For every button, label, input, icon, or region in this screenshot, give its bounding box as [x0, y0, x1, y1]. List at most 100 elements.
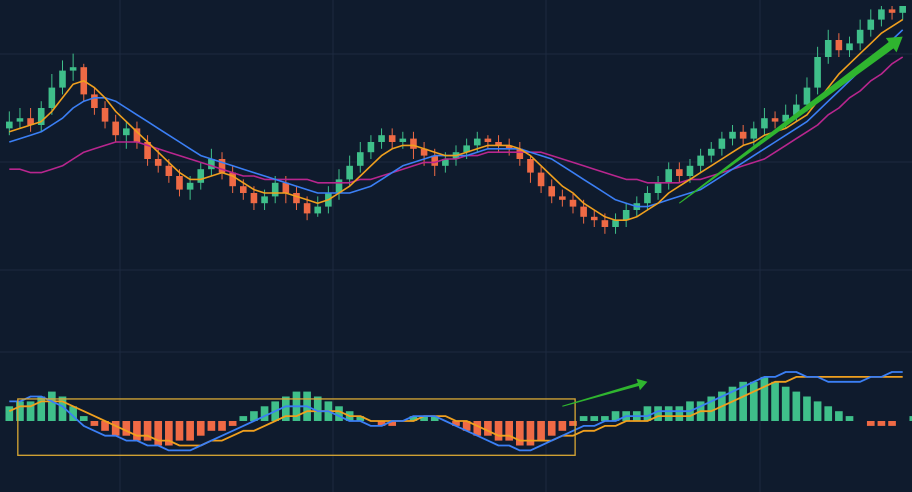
candle-body — [559, 196, 566, 200]
candle — [739, 125, 747, 146]
candle-body — [729, 131, 736, 139]
candle-body — [16, 118, 24, 122]
candle — [495, 135, 502, 153]
histogram-bar — [579, 416, 588, 421]
candle-body — [463, 145, 470, 153]
histogram-bar — [824, 406, 833, 421]
histogram-bar — [26, 401, 35, 421]
candle — [144, 135, 151, 166]
candle-body — [867, 19, 875, 30]
histogram-bar — [452, 421, 460, 426]
trend-arrow — [679, 36, 903, 204]
candle-body — [590, 216, 598, 221]
candle-body — [154, 159, 162, 166]
candle-body — [399, 138, 407, 142]
candle — [527, 155, 534, 183]
candle-body — [750, 128, 758, 139]
histogram-bar — [845, 416, 854, 421]
histogram-bar — [760, 376, 769, 421]
candle-body — [293, 193, 300, 204]
candle-body — [48, 87, 56, 108]
candle — [824, 29, 832, 64]
candle — [484, 135, 492, 149]
candle-body — [888, 9, 896, 13]
histogram-bar — [218, 421, 226, 431]
histogram-bar — [909, 416, 912, 421]
candle — [16, 108, 24, 129]
candle-body — [314, 206, 322, 214]
candle-body — [718, 138, 726, 149]
histogram-bar — [771, 381, 779, 421]
candle-body — [516, 148, 524, 159]
candle — [271, 176, 279, 204]
trend-arrow-shape — [679, 36, 903, 204]
histogram-bar — [48, 391, 56, 421]
candle-body — [59, 70, 66, 88]
candle — [48, 74, 56, 115]
candle-body — [484, 138, 492, 142]
candle-body — [378, 135, 385, 142]
histogram-bar — [749, 381, 758, 421]
candle-body — [899, 6, 906, 13]
candle-body — [537, 172, 545, 187]
candle-body — [6, 121, 13, 129]
ma-long-line — [9, 56, 904, 184]
candle-body — [261, 196, 268, 204]
histogram-bar — [111, 421, 120, 436]
histogram-bar — [335, 406, 343, 421]
histogram-bar — [601, 416, 609, 421]
histogram-bar — [313, 396, 322, 421]
histogram-bar — [356, 416, 365, 421]
candle-body — [271, 182, 279, 197]
candle-body — [123, 128, 130, 136]
histogram-bar — [473, 421, 482, 436]
candle-body — [165, 165, 173, 176]
candle-body — [739, 131, 747, 139]
histogram-bar — [835, 411, 843, 421]
candle — [293, 186, 300, 210]
candle-body — [197, 169, 205, 183]
candle-body — [771, 118, 779, 122]
histogram-bar — [101, 421, 109, 431]
candle-body — [878, 9, 885, 20]
signal-line — [8, 375, 903, 447]
candle — [91, 87, 98, 115]
candle-body — [250, 193, 258, 204]
candle — [814, 46, 821, 95]
candle — [888, 6, 896, 20]
candle-body — [101, 108, 109, 122]
histogram-bar — [79, 416, 88, 421]
histogram-bar — [537, 421, 545, 441]
candle-body — [665, 169, 673, 183]
candle — [899, 6, 906, 20]
candle-body — [707, 148, 715, 156]
candle-body — [612, 220, 619, 227]
histogram-bar — [122, 421, 131, 436]
histogram-bar — [888, 421, 896, 426]
candle — [516, 142, 524, 166]
histogram-bar — [739, 381, 747, 421]
macd-arrow — [562, 378, 648, 407]
histogram-bar — [675, 406, 684, 421]
histogram-bar — [558, 421, 567, 431]
macd-line — [9, 371, 903, 452]
candle — [282, 176, 290, 204]
candle — [729, 125, 736, 146]
histogram-bar — [803, 396, 811, 421]
candle-body — [527, 159, 534, 173]
candle-body — [186, 182, 194, 190]
candle — [197, 162, 205, 190]
candle — [218, 152, 226, 180]
histogram-bar — [409, 416, 418, 421]
candle-body — [856, 29, 864, 44]
candle-body — [835, 40, 843, 51]
histogram-bar — [16, 401, 24, 421]
histogram-bar — [707, 396, 716, 421]
macd-lines — [8, 371, 903, 452]
candle-body — [814, 57, 821, 88]
candle-body — [654, 182, 662, 193]
histogram-bar — [133, 421, 141, 441]
candle — [378, 128, 385, 149]
candle — [569, 193, 577, 214]
